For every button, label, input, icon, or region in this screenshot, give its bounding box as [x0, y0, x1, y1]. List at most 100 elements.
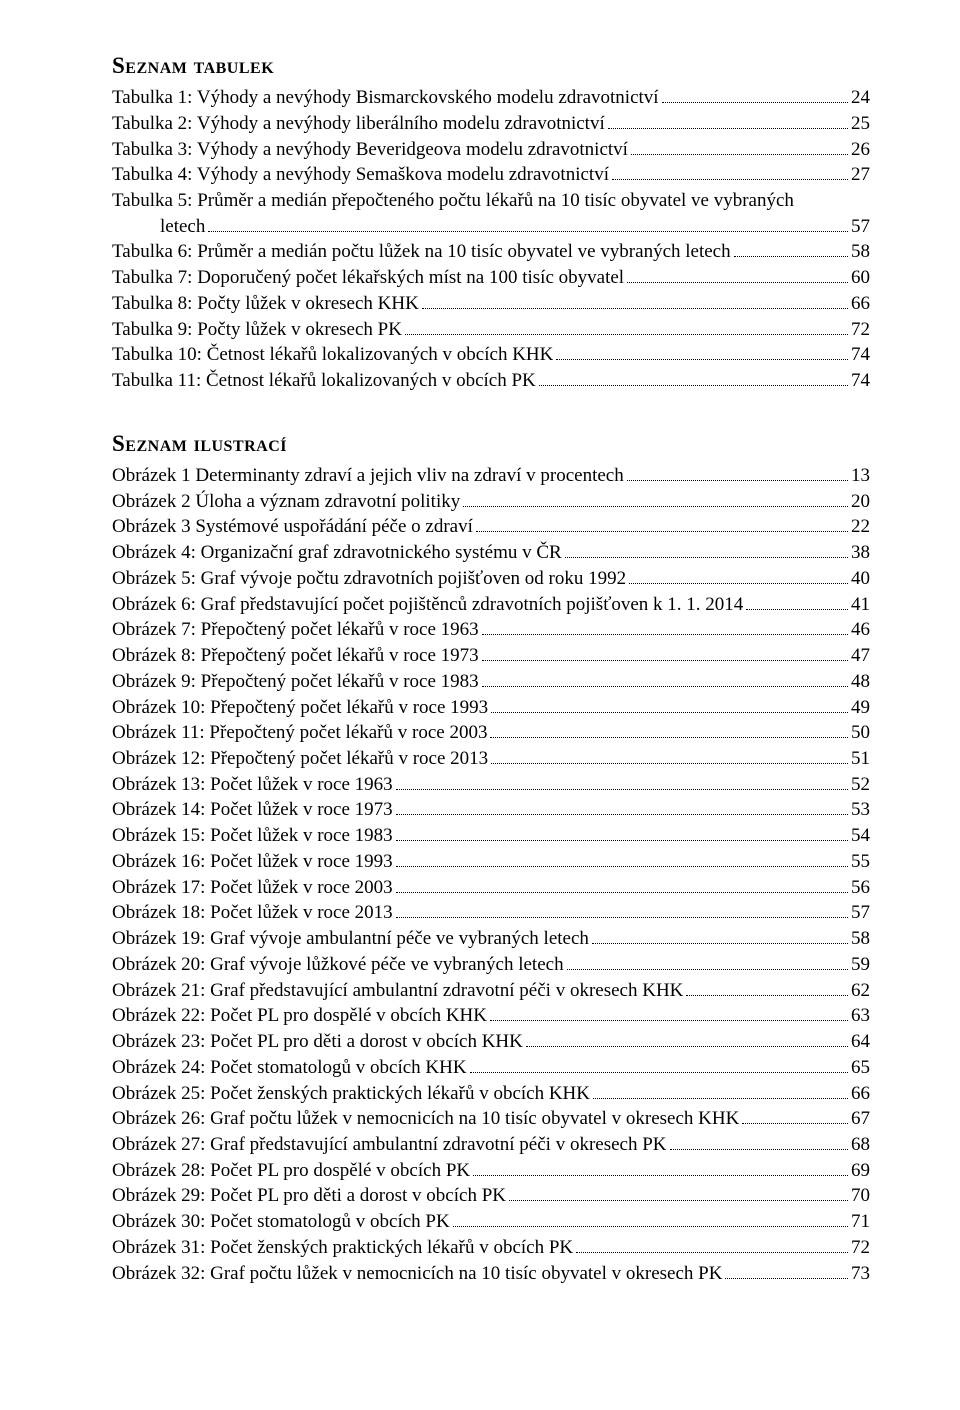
toc-label: Obrázek 30: Počet stomatologů v obcích P… [112, 1209, 450, 1235]
toc-leader [593, 1080, 848, 1098]
toc-page: 56 [851, 875, 870, 901]
toc-leader [476, 514, 848, 532]
toc-leader [491, 694, 848, 712]
toc-leader [567, 952, 848, 970]
toc-label: Obrázek 9: Přepočtený počet lékařů v roc… [112, 669, 479, 695]
toc-label: Obrázek 5: Graf vývoje počtu zdravotních… [112, 566, 626, 592]
toc-entry: Obrázek 10: Přepočtený počet lékařů v ro… [112, 694, 870, 720]
toc-leader [396, 900, 848, 918]
toc-entry: Obrázek 9: Přepočtený počet lékařů v roc… [112, 669, 870, 695]
toc-entry: Obrázek 24: Počet stomatologů v obcích K… [112, 1055, 870, 1081]
toc-entry: Tabulka 7: Doporučený počet lékařských m… [112, 265, 870, 291]
toc-label: Tabulka 10: Četnost lékařů lokalizovanýc… [112, 342, 553, 368]
toc-page: 58 [851, 926, 870, 952]
toc-page: 63 [851, 1003, 870, 1029]
toc-leader [482, 617, 848, 635]
toc-entry: Tabulka 11: Četnost lékařů lokalizovanýc… [112, 368, 870, 394]
toc-page: 50 [851, 720, 870, 746]
toc-label: Obrázek 3 Systémové uspořádání péče o zd… [112, 514, 473, 540]
toc-label: Obrázek 4: Organizační graf zdravotnické… [112, 540, 562, 566]
toc-entry: Obrázek 28: Počet PL pro dospělé v obcíc… [112, 1158, 870, 1184]
toc-entry: Obrázek 25: Počet ženských praktických l… [112, 1080, 870, 1106]
toc-entry: Obrázek 29: Počet PL pro děti a dorost v… [112, 1183, 870, 1209]
toc-entry: Obrázek 13: Počet lůžek v roce 196352 [112, 772, 870, 798]
toc-leader [405, 317, 848, 335]
toc-leader [539, 368, 848, 386]
toc-leader [662, 85, 848, 103]
toc-page: 66 [851, 291, 870, 317]
toc-entry: Obrázek 4: Organizační graf zdravotnické… [112, 540, 870, 566]
toc-page: 55 [851, 849, 870, 875]
toc-page: 48 [851, 669, 870, 695]
toc-label: Tabulka 4: Výhody a nevýhody Semaškova m… [112, 162, 609, 188]
toc-page: 72 [851, 1235, 870, 1261]
toc-entry-continuation: letech 57 [112, 214, 870, 240]
toc-label: Obrázek 13: Počet lůžek v roce 1963 [112, 772, 393, 798]
toc-leader [396, 823, 848, 841]
toc-page: 62 [851, 978, 870, 1004]
toc-label: Tabulka 5: Průměr a medián přepočteného … [112, 188, 794, 214]
toc-label: Tabulka 11: Četnost lékařů lokalizovanýc… [112, 368, 536, 394]
toc-page: 72 [851, 317, 870, 343]
toc-leader [608, 111, 848, 129]
toc-leader [592, 926, 848, 944]
toc-label: Tabulka 8: Počty lůžek v okresech KHK [112, 291, 419, 317]
toc-leader [742, 1106, 848, 1124]
toc-leader [490, 1003, 848, 1021]
toc-page: 57 [851, 214, 870, 240]
toc-page: 47 [851, 643, 870, 669]
toc-entry: Tabulka 2: Výhody a nevýhody liberálního… [112, 111, 870, 137]
toc-page: 40 [851, 566, 870, 592]
tables-list: Tabulka 1: Výhody a nevýhody Bismarckovs… [112, 85, 870, 394]
toc-leader [453, 1209, 848, 1227]
toc-leader [627, 463, 848, 481]
toc-label: Obrázek 16: Počet lůžek v roce 1993 [112, 849, 393, 875]
toc-page: 71 [851, 1209, 870, 1235]
toc-entry: Obrázek 12: Přepočtený počet lékařů v ro… [112, 746, 870, 772]
toc-page: 20 [851, 489, 870, 515]
toc-label: Obrázek 12: Přepočtený počet lékařů v ro… [112, 746, 488, 772]
toc-leader [576, 1235, 848, 1253]
toc-entry: Obrázek 23: Počet PL pro děti a dorost v… [112, 1029, 870, 1055]
toc-entry: Obrázek 19: Graf vývoje ambulantní péče … [112, 926, 870, 952]
toc-label: Obrázek 25: Počet ženských praktických l… [112, 1081, 590, 1107]
toc-entry: Tabulka 10: Četnost lékařů lokalizovanýc… [112, 342, 870, 368]
toc-leader [725, 1261, 848, 1279]
toc-page: 25 [851, 111, 870, 137]
toc-page: 22 [851, 514, 870, 540]
toc-leader [396, 797, 848, 815]
toc-page: 60 [851, 265, 870, 291]
toc-entry: Obrázek 3 Systémové uspořádání péče o zd… [112, 514, 870, 540]
toc-label: Tabulka 6: Průměr a medián počtu lůžek n… [112, 239, 731, 265]
toc-entry: Tabulka 1: Výhody a nevýhody Bismarckovs… [112, 85, 870, 111]
toc-page: 58 [851, 239, 870, 265]
toc-entry: Tabulka 6: Průměr a medián počtu lůžek n… [112, 239, 870, 265]
toc-leader [627, 265, 848, 283]
toc-entry: Obrázek 8: Přepočtený počet lékařů v roc… [112, 643, 870, 669]
toc-leader [526, 1029, 848, 1047]
toc-label: Obrázek 27: Graf představující ambulantn… [112, 1132, 667, 1158]
toc-page: 68 [851, 1132, 870, 1158]
toc-entry: Obrázek 2 Úloha a význam zdravotní polit… [112, 489, 870, 515]
toc-page: 66 [851, 1081, 870, 1107]
toc-leader [482, 643, 848, 661]
toc-leader [556, 342, 848, 360]
toc-label: Tabulka 7: Doporučený počet lékařských m… [112, 265, 624, 291]
toc-label: Obrázek 10: Přepočtený počet lékařů v ro… [112, 695, 488, 721]
toc-label: Obrázek 2 Úloha a význam zdravotní polit… [112, 489, 460, 515]
toc-leader [473, 1158, 848, 1176]
illustrations-list: Obrázek 1 Determinanty zdraví a jejich v… [112, 463, 870, 1287]
toc-leader [470, 1055, 848, 1073]
toc-label: Tabulka 1: Výhody a nevýhody Bismarckovs… [112, 85, 659, 111]
toc-page: 64 [851, 1029, 870, 1055]
toc-label: Obrázek 24: Počet stomatologů v obcích K… [112, 1055, 467, 1081]
toc-leader [396, 849, 848, 867]
toc-label: Obrázek 20: Graf vývoje lůžkové péče ve … [112, 952, 564, 978]
page: Seznam tabulek Tabulka 1: Výhody a nevýh… [0, 0, 960, 1326]
toc-entry: Tabulka 4: Výhody a nevýhody Semaškova m… [112, 162, 870, 188]
toc-page: 13 [851, 463, 870, 489]
toc-leader [746, 591, 848, 609]
toc-page: 38 [851, 540, 870, 566]
toc-entry: Obrázek 1 Determinanty zdraví a jejich v… [112, 463, 870, 489]
toc-label: letech [160, 214, 205, 240]
